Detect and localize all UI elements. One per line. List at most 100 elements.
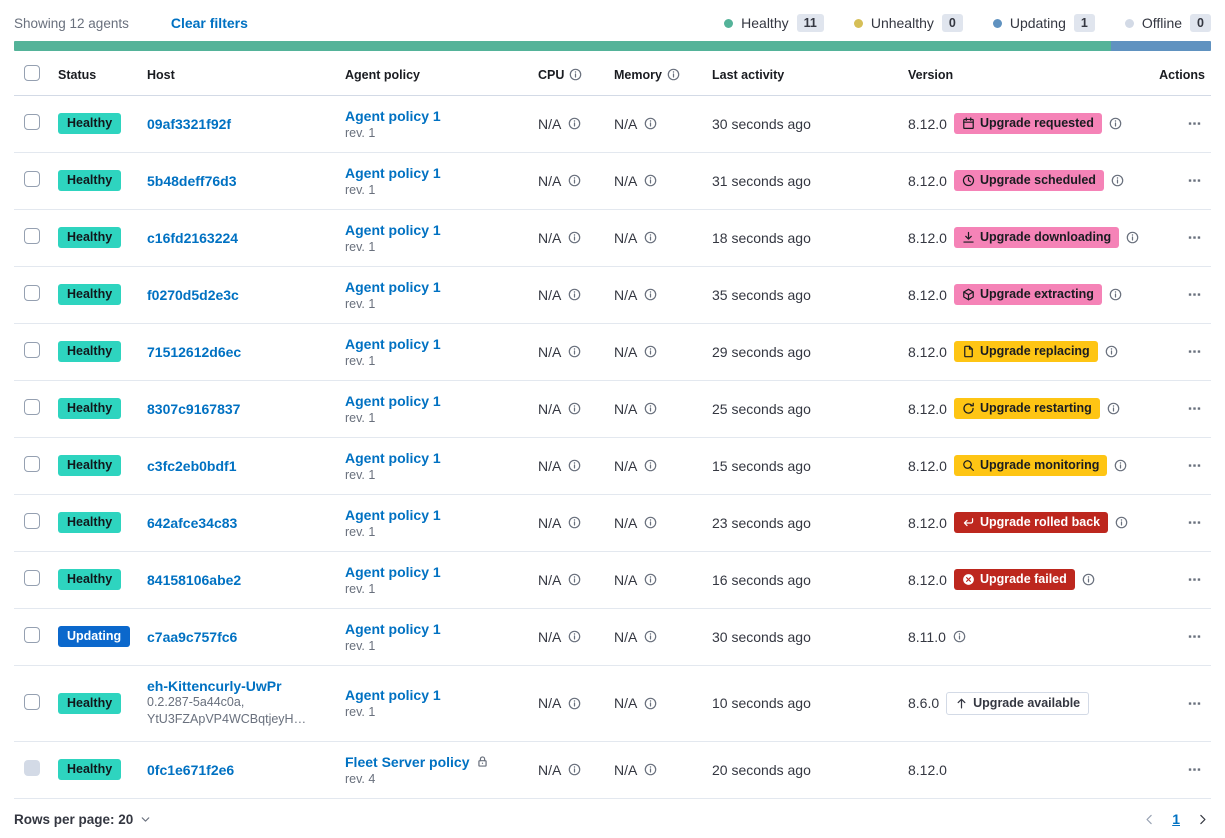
host-link[interactable]: c7aa9c757fc6	[147, 628, 238, 645]
host-link[interactable]: 5b48deff76d3	[147, 172, 237, 189]
info-icon[interactable]	[568, 516, 581, 529]
info-icon[interactable]	[1109, 288, 1122, 301]
info-icon[interactable]	[1115, 516, 1128, 529]
row-actions-button[interactable]	[1184, 569, 1205, 590]
agent-policy-link[interactable]: Agent policy 1	[345, 335, 441, 352]
info-icon[interactable]	[568, 402, 581, 415]
info-icon[interactable]	[568, 288, 581, 301]
info-icon[interactable]	[644, 630, 657, 643]
table-row: Healthy 8307c9167837 Agent policy 1 rev.…	[14, 380, 1211, 437]
agent-policy-link[interactable]: Agent policy 1	[345, 278, 441, 295]
host-link[interactable]: 71512612d6ec	[147, 343, 242, 360]
row-checkbox[interactable]	[24, 627, 40, 643]
row-actions-button[interactable]	[1184, 512, 1205, 533]
info-icon[interactable]	[644, 117, 657, 130]
host-link[interactable]: 84158106abe2	[147, 571, 242, 588]
info-icon[interactable]	[568, 697, 581, 710]
host-link[interactable]: 8307c9167837	[147, 400, 241, 417]
row-checkbox[interactable]	[24, 693, 40, 710]
agent-policy-link[interactable]: Agent policy 1	[345, 107, 441, 124]
info-icon[interactable]	[644, 697, 657, 710]
row-actions-button[interactable]	[1184, 759, 1205, 780]
previous-page-button[interactable]	[1141, 811, 1158, 828]
info-icon[interactable]	[568, 573, 581, 586]
rows-per-page-button[interactable]: Rows per page: 20	[14, 812, 152, 827]
info-icon[interactable]	[667, 68, 680, 81]
row-actions-button[interactable]	[1184, 341, 1205, 362]
row-checkbox[interactable]	[24, 399, 40, 415]
info-icon[interactable]	[1082, 573, 1095, 586]
clear-filters-link[interactable]: Clear filters	[170, 15, 248, 31]
row-checkbox[interactable]	[24, 342, 40, 358]
agents-table: Status Host Agent policy CPU Memory Last acti…	[14, 55, 1211, 799]
next-page-button[interactable]	[1194, 811, 1211, 828]
row-actions-button[interactable]	[1184, 693, 1205, 714]
boxes-horizontal-icon	[1188, 345, 1201, 358]
row-actions-button[interactable]	[1184, 455, 1205, 476]
info-icon[interactable]	[1109, 117, 1122, 130]
agent-policy-link[interactable]: Agent policy 1	[345, 506, 441, 523]
memory-value: N/A	[614, 695, 638, 711]
legend-label: Updating	[1009, 15, 1066, 31]
host-subtext: 0.2.287-5a44c0a, YtU3FZApVP4WCBqtjeyH…	[147, 695, 307, 726]
row-checkbox[interactable]	[24, 114, 40, 130]
info-icon[interactable]	[644, 763, 657, 776]
info-icon[interactable]	[1107, 402, 1120, 415]
row-checkbox[interactable]	[24, 513, 40, 529]
chevron-down-icon	[139, 813, 152, 826]
info-icon[interactable]	[569, 68, 582, 81]
info-icon[interactable]	[644, 459, 657, 472]
agent-policy-link[interactable]: Agent policy 1	[345, 620, 441, 637]
info-icon[interactable]	[568, 174, 581, 187]
table-row: Updating c7aa9c757fc6 Agent policy 1 rev…	[14, 608, 1211, 665]
info-icon[interactable]	[644, 573, 657, 586]
column-header-cpu: CPU	[538, 68, 582, 82]
info-icon[interactable]	[568, 459, 581, 472]
chevron-right-icon	[1196, 813, 1209, 826]
host-link[interactable]: eh-Kittencurly-UwPr	[147, 678, 282, 694]
agent-policy-link[interactable]: Agent policy 1	[345, 563, 441, 580]
info-icon[interactable]	[568, 630, 581, 643]
info-icon[interactable]	[568, 763, 581, 776]
row-actions-button[interactable]	[1184, 284, 1205, 305]
agent-policy-link[interactable]: Agent policy 1	[345, 392, 441, 409]
agent-policy-link[interactable]: Fleet Server policy	[345, 753, 470, 770]
host-link[interactable]: 0fc1e671f2e6	[147, 761, 235, 778]
host-link[interactable]: 09af3321f92f	[147, 115, 232, 132]
host-link[interactable]: c16fd2163224	[147, 229, 239, 246]
info-icon[interactable]	[644, 174, 657, 187]
row-actions-button[interactable]	[1184, 398, 1205, 419]
select-all-checkbox[interactable]	[24, 65, 40, 82]
row-checkbox[interactable]	[24, 228, 40, 244]
row-actions-button[interactable]	[1184, 113, 1205, 134]
info-icon[interactable]	[568, 345, 581, 358]
host-link[interactable]: f0270d5d2e3c	[147, 286, 239, 303]
row-actions-button[interactable]	[1184, 170, 1205, 191]
info-icon[interactable]	[568, 231, 581, 244]
row-actions-button[interactable]	[1184, 626, 1205, 647]
info-icon[interactable]	[953, 630, 966, 643]
agent-policy-link[interactable]: Agent policy 1	[345, 221, 441, 238]
agent-policy-link[interactable]: Agent policy 1	[345, 164, 441, 181]
row-checkbox[interactable]	[24, 171, 40, 187]
info-icon[interactable]	[1105, 345, 1118, 358]
agent-policy-link[interactable]: Agent policy 1	[345, 449, 441, 466]
info-icon[interactable]	[568, 117, 581, 130]
info-icon[interactable]	[644, 516, 657, 529]
row-checkbox[interactable]	[24, 285, 40, 301]
info-icon[interactable]	[1126, 231, 1139, 244]
page-number-1[interactable]: 1	[1172, 811, 1180, 827]
info-icon[interactable]	[644, 402, 657, 415]
info-icon[interactable]	[644, 345, 657, 358]
info-icon[interactable]	[1111, 174, 1124, 187]
host-link[interactable]: 642afce34c83	[147, 514, 238, 531]
row-checkbox[interactable]	[24, 570, 40, 586]
row-checkbox[interactable]	[24, 456, 40, 472]
agent-policy-link[interactable]: Agent policy 1	[345, 687, 441, 703]
row-actions-button[interactable]	[1184, 227, 1205, 248]
info-icon[interactable]	[644, 231, 657, 244]
cpu-value: N/A	[538, 229, 562, 246]
info-icon[interactable]	[1114, 459, 1127, 472]
host-link[interactable]: c3fc2eb0bdf1	[147, 457, 237, 474]
info-icon[interactable]	[644, 288, 657, 301]
